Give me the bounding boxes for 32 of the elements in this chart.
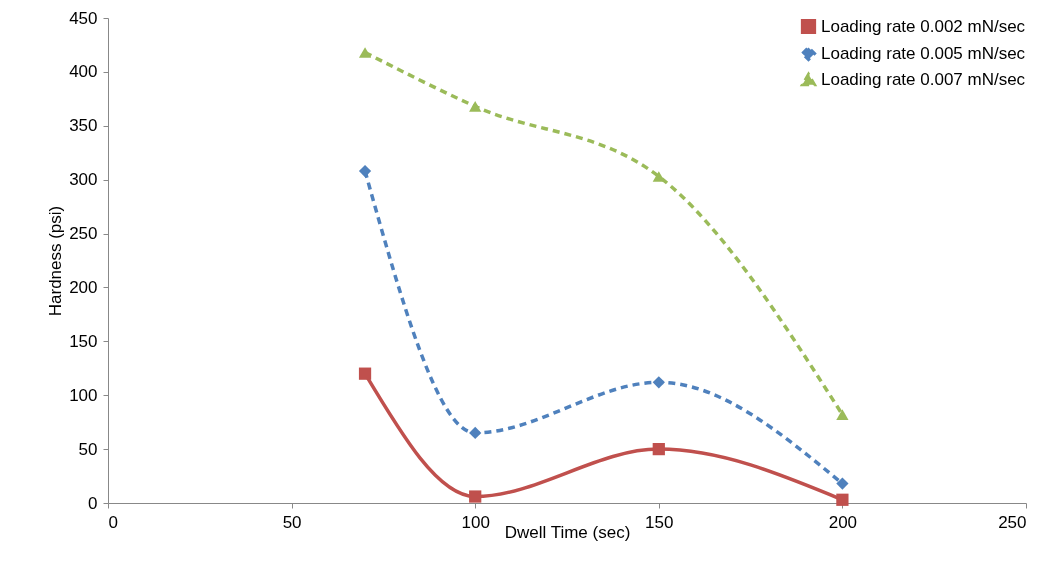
legend-label: Loading rate 0.007 mN/sec [821,69,1026,89]
point [358,47,372,58]
point [469,490,482,503]
x-axis-title: Dwell Time (sec) [504,522,631,542]
point [469,426,482,440]
y-tick-label: 450 [69,8,98,28]
point [652,442,665,456]
x-tick-label: 250 [998,512,1027,532]
x-tick-label: 200 [828,512,858,532]
legend-label: Loading rate 0.002 mN/sec [821,16,1026,36]
y-tick-label: 400 [69,62,98,82]
x-tick-label: 50 [282,512,302,532]
x-tick-label: 100 [461,512,490,532]
point [652,376,665,389]
y-tick-label: 250 [69,224,98,244]
point [836,477,849,490]
y-tick-label: 300 [69,170,98,190]
legend-label: Loading rate 0.005 mN/sec [821,43,1026,63]
y-tick-label: 50 [78,439,98,459]
y-axis-title: Hardness (psi) [46,205,66,317]
point [358,164,372,178]
point [358,367,372,380]
y-tick-label: 0 [88,493,98,513]
y-tick-label: 100 [69,385,98,405]
y-tick-label: 350 [69,116,98,136]
x-tick-label: 0 [108,512,118,532]
point [836,409,849,420]
y-tick-label: 150 [69,331,98,351]
x-tick-label: 150 [645,512,674,532]
point [836,493,849,506]
point [469,101,482,112]
y-tick-label: 200 [69,277,98,297]
